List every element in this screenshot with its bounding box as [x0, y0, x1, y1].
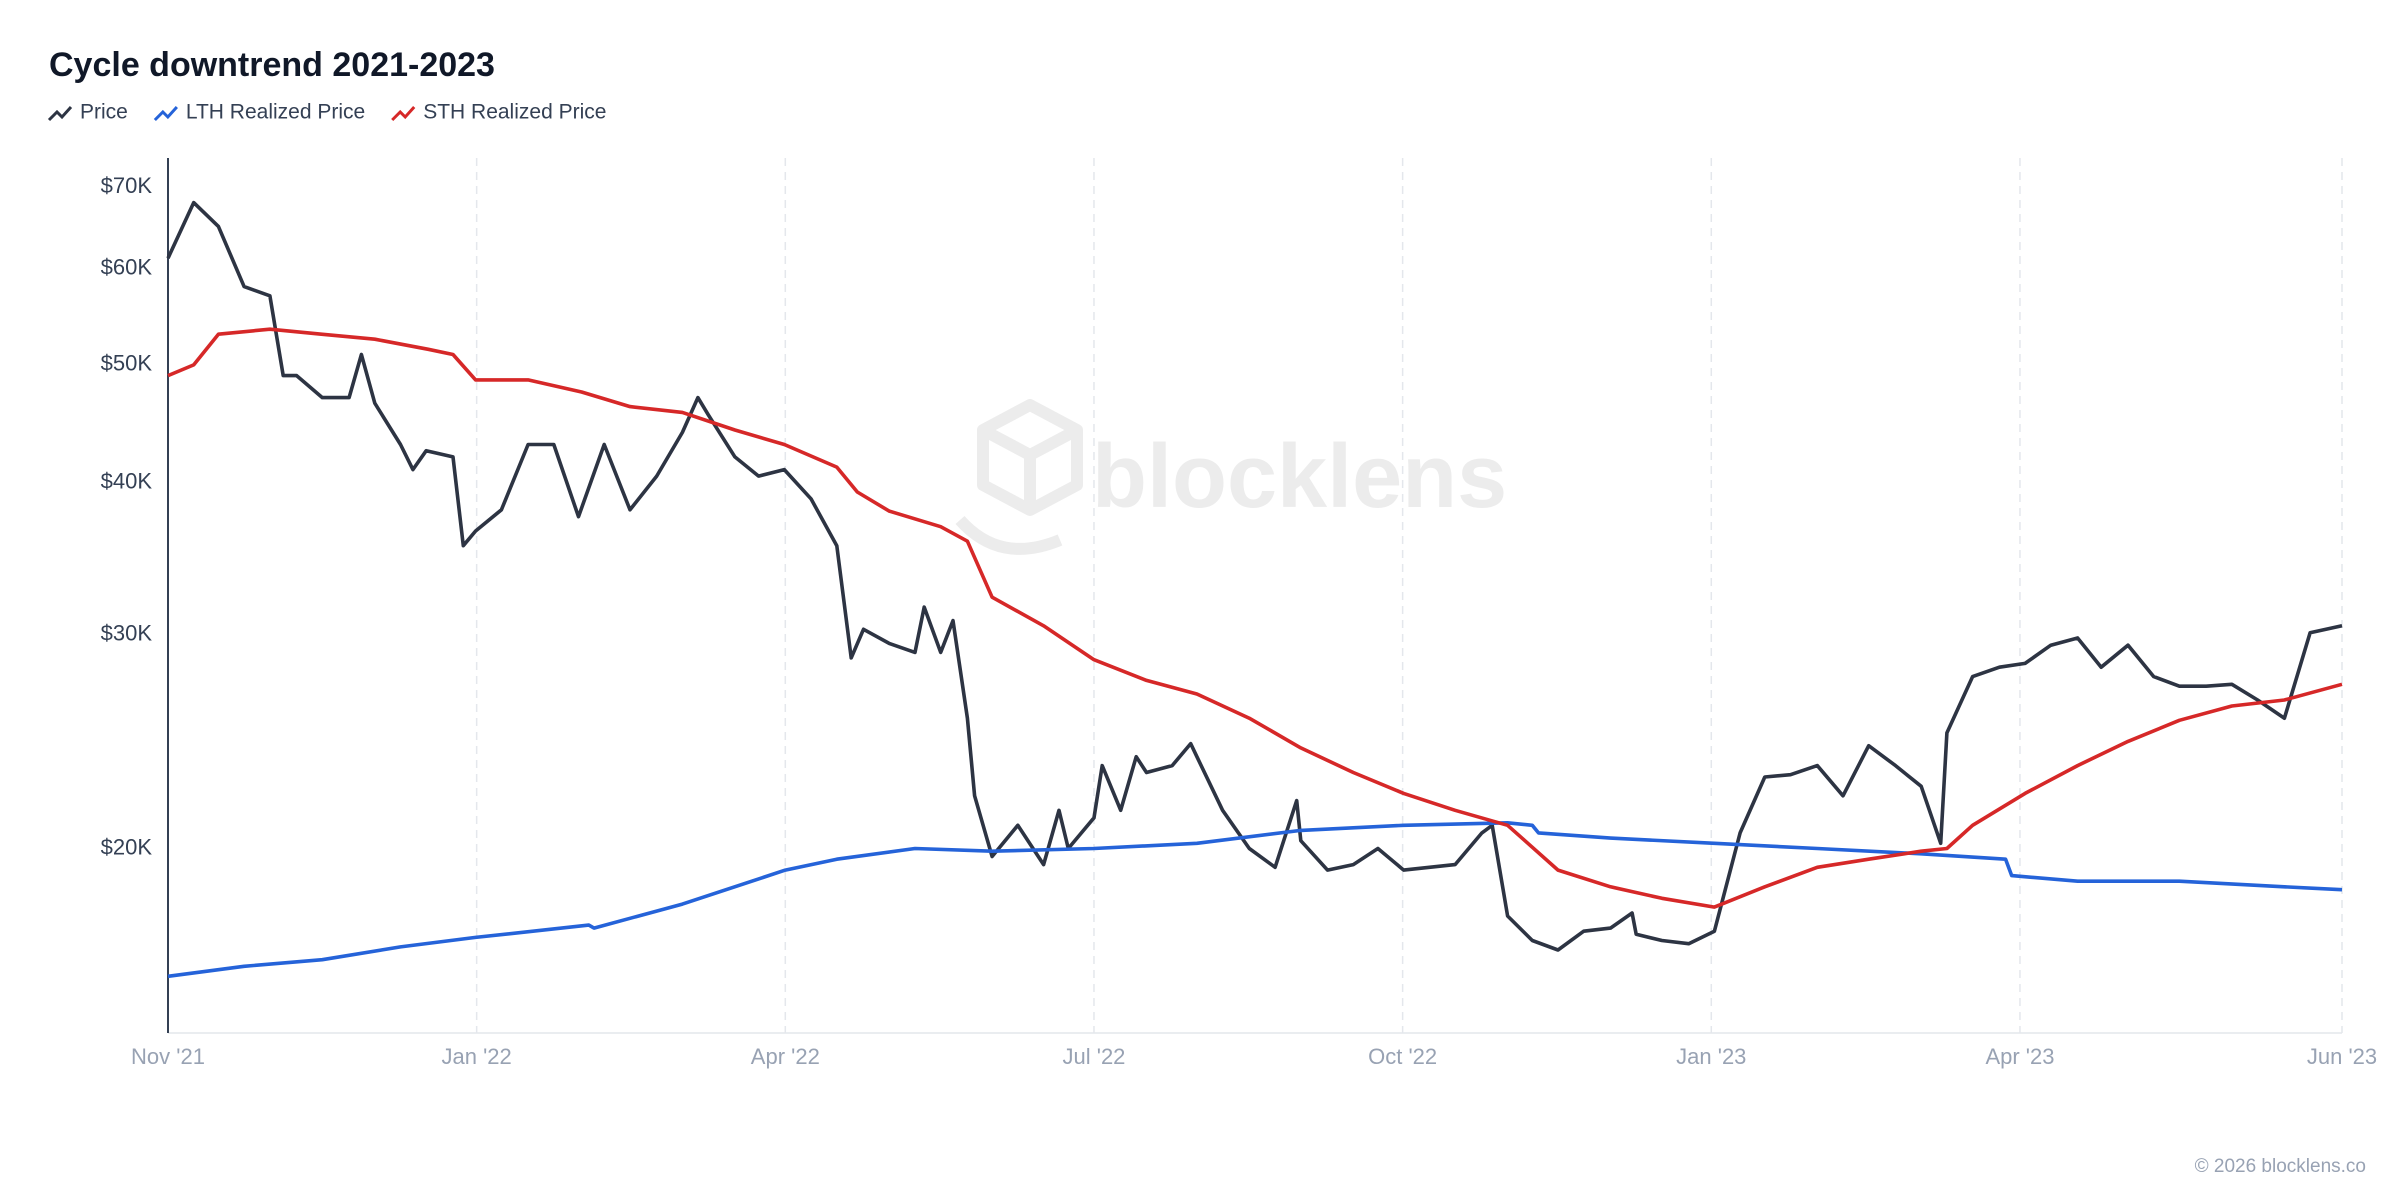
legend-label: LTH Realized Price [186, 101, 365, 124]
x-tick-label: Jan '22 [442, 1044, 512, 1069]
y-tick-label: $30K [101, 620, 153, 645]
x-tick-label: Jan '23 [1676, 1044, 1746, 1069]
x-tick-label: Nov '21 [131, 1044, 205, 1069]
series-line [167, 327, 2343, 909]
legend-label: STH Realized Price [423, 101, 606, 124]
y-tick-label: $70K [101, 173, 153, 198]
legend-icon [153, 105, 178, 122]
legend-label: Price [80, 101, 128, 124]
footer: © 2026 blocklens.co [2195, 1156, 2366, 1177]
legend-icon [47, 105, 73, 122]
x-tick-label: Jul '22 [1063, 1044, 1126, 1069]
series-line [166, 200, 2343, 952]
y-tick-label: $20K [101, 834, 153, 859]
x-tick-label: Jun '23 [2307, 1044, 2377, 1069]
watermark-icon [955, 399, 1083, 555]
watermark: blocklens [1092, 427, 1507, 527]
chart-title: Cycle downtrend 2021-2023 [49, 46, 495, 84]
series-line [167, 821, 2343, 979]
x-tick-label: Oct '22 [1368, 1044, 1437, 1069]
y-tick-label: $40K [101, 468, 153, 493]
y-tick-label: $60K [101, 254, 153, 279]
y-tick-label: $50K [101, 351, 153, 376]
x-tick-label: Apr '22 [751, 1044, 820, 1069]
x-tick-label: Apr '23 [1985, 1044, 2054, 1069]
legend-icon [391, 105, 416, 122]
